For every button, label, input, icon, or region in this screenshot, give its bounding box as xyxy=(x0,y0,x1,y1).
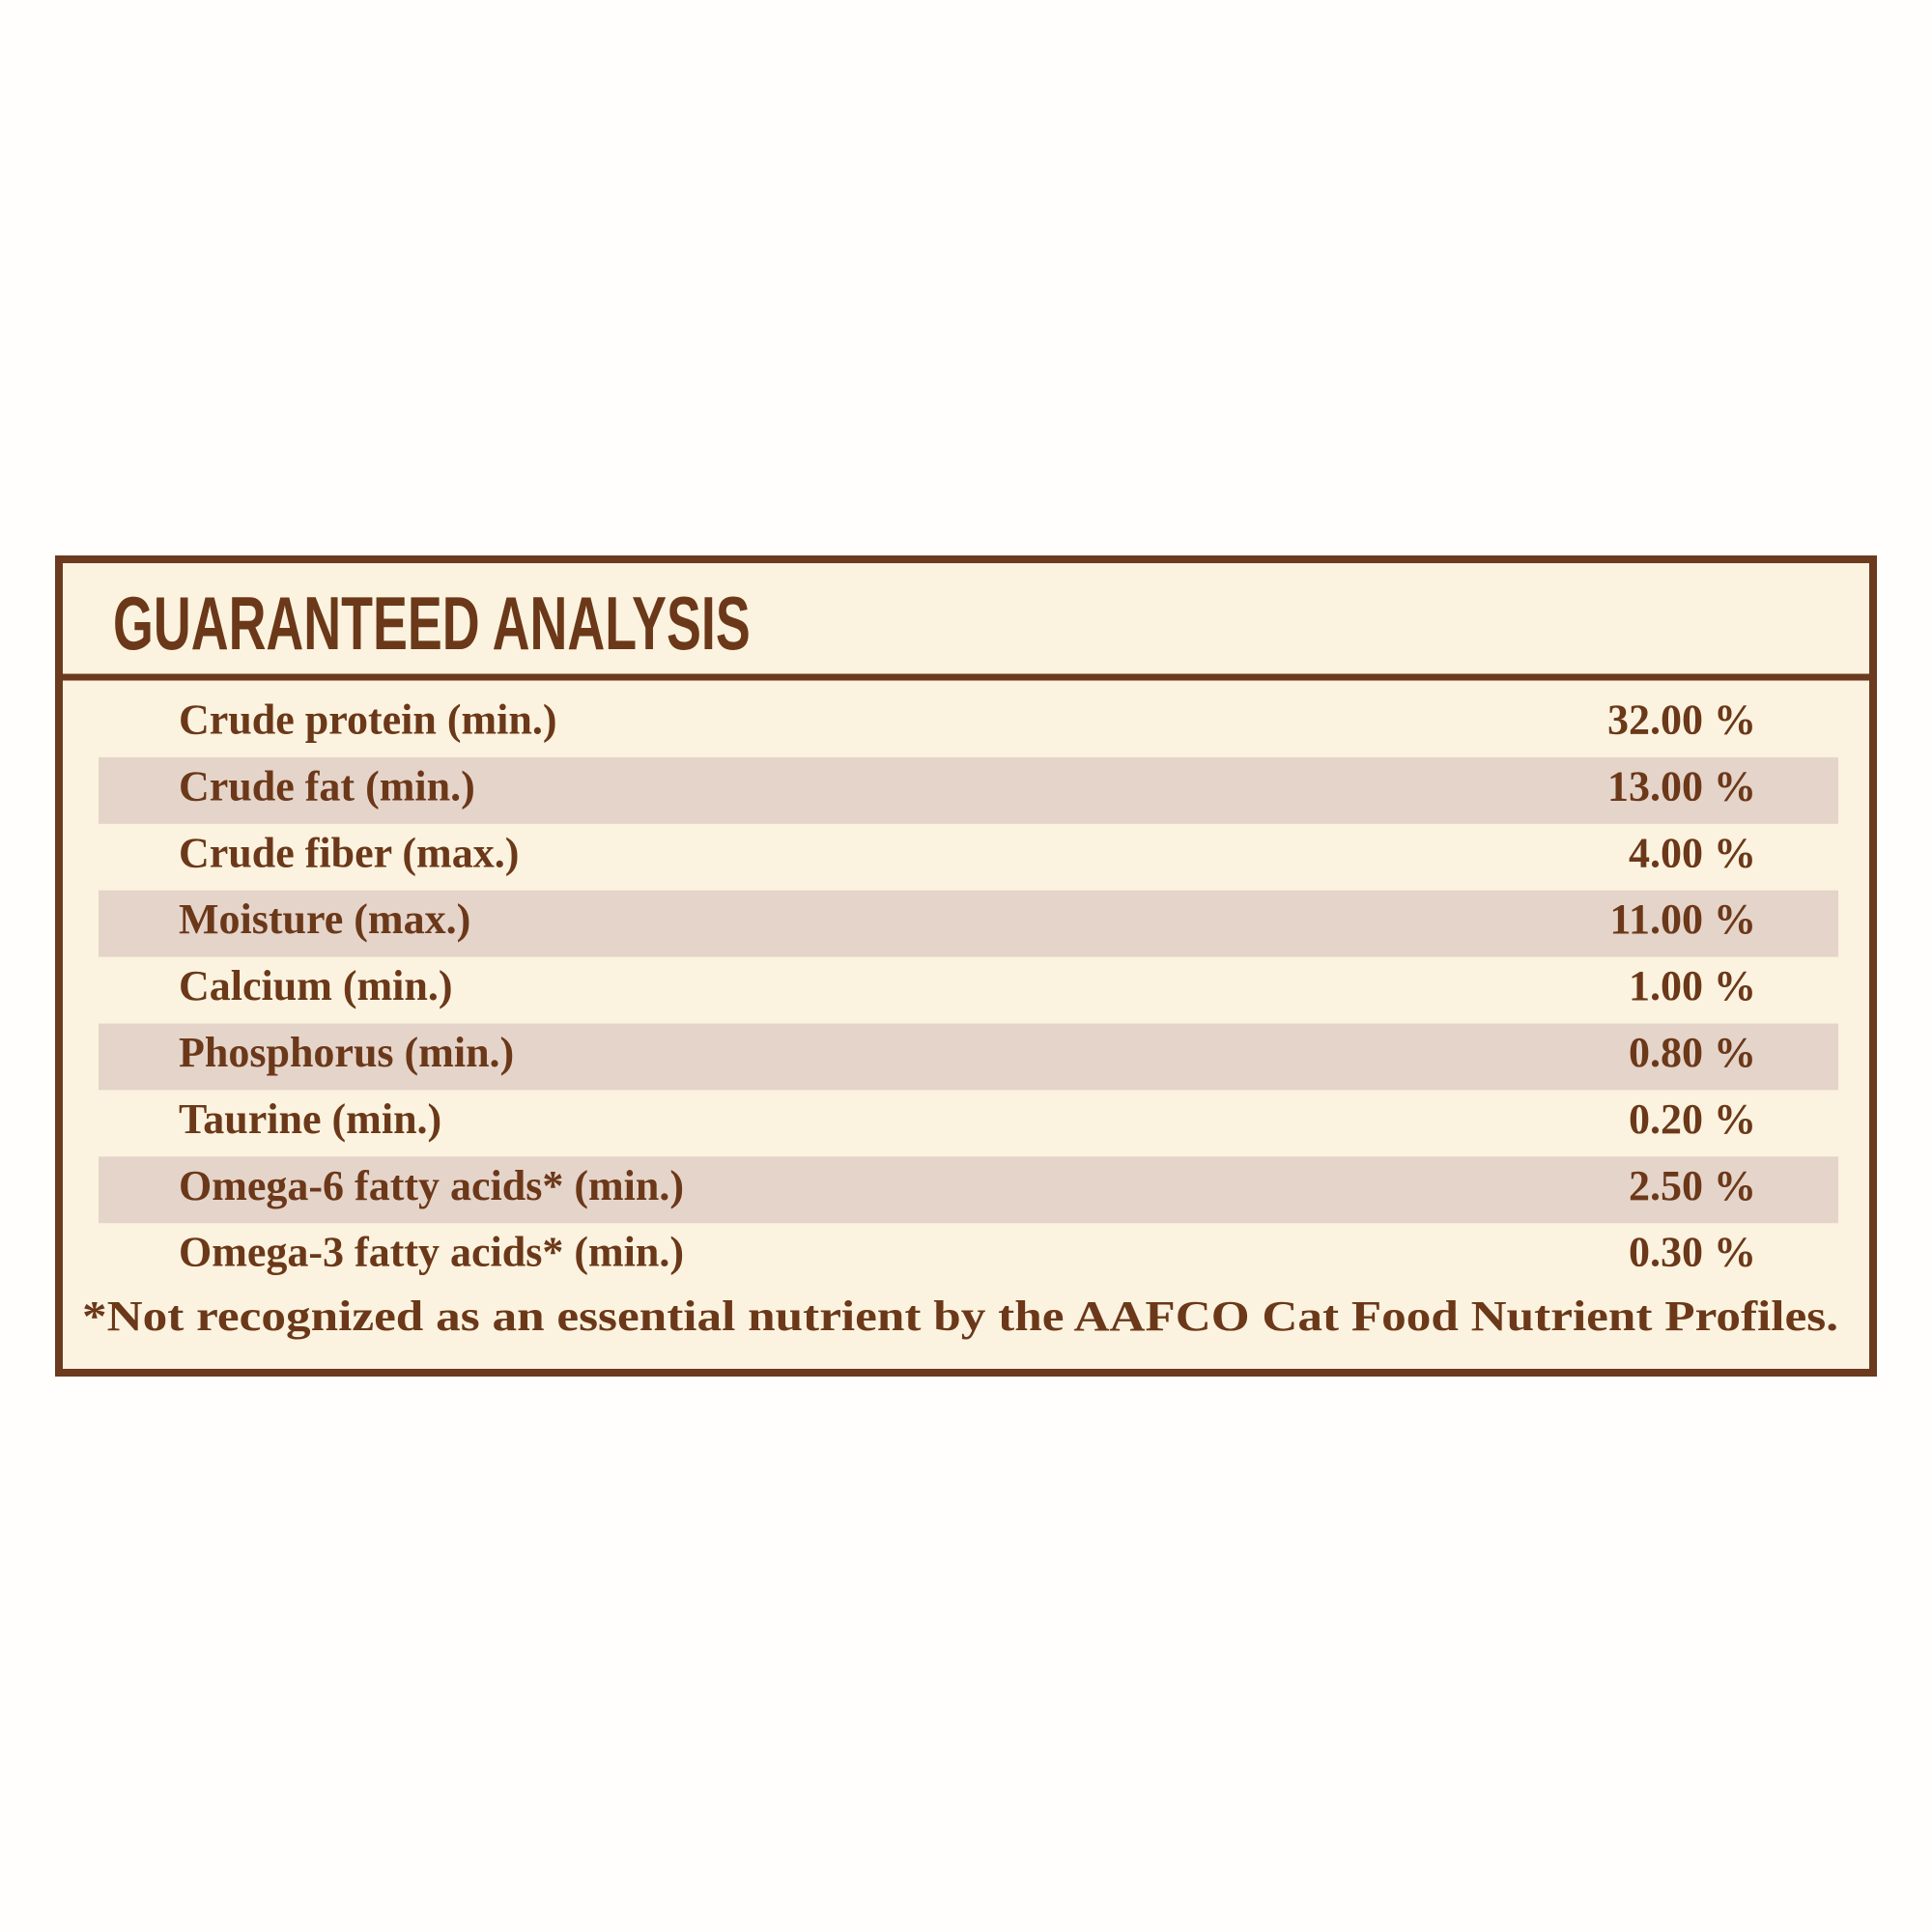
nutrient-value: 4.00 % xyxy=(1629,829,1756,876)
nutrient-value: 32.00 % xyxy=(1607,696,1756,744)
title: GUARANTEED ANALYSIS xyxy=(113,582,751,666)
nutrient-label: Calcium (min.) xyxy=(179,962,453,1009)
nutrient-value: 11.00 % xyxy=(1609,895,1756,943)
nutrient-label: Phosphorus (min.) xyxy=(179,1029,514,1076)
nutrient-value: 0.80 % xyxy=(1629,1029,1756,1076)
nutrient-value: 1.00 % xyxy=(1629,962,1756,1009)
row-stripe xyxy=(99,1023,1838,1091)
nutrient-label: Moisture (max.) xyxy=(179,895,470,943)
row-stripe xyxy=(99,1156,1838,1224)
nutrient-label: Crude fat (min.) xyxy=(179,762,475,810)
nutrient-label: Crude protein (min.) xyxy=(179,696,557,744)
nutrient-value: 2.50 % xyxy=(1629,1162,1756,1209)
nutrient-value: 0.30 % xyxy=(1629,1229,1756,1276)
nutrient-label: Crude fiber (max.) xyxy=(179,829,519,876)
nutrient-label: Taurine (min.) xyxy=(179,1095,441,1143)
row-stripe xyxy=(99,890,1838,957)
nutrient-value: 13.00 % xyxy=(1607,762,1756,810)
nutrient-value: 0.20 % xyxy=(1629,1095,1756,1143)
table-rows: Crude protein (min.) 32.00 % Crude fat (mi… xyxy=(99,696,1838,1276)
footnote: *Not recognized as an essential nutrient… xyxy=(82,1293,1838,1340)
nutrient-label: Omega-6 fatty acids* (min.) xyxy=(179,1162,684,1209)
nutrient-label: Omega-3 fatty acids* (min.) xyxy=(179,1229,684,1276)
row-stripe xyxy=(99,756,1838,824)
panel-frame xyxy=(55,555,1877,1377)
